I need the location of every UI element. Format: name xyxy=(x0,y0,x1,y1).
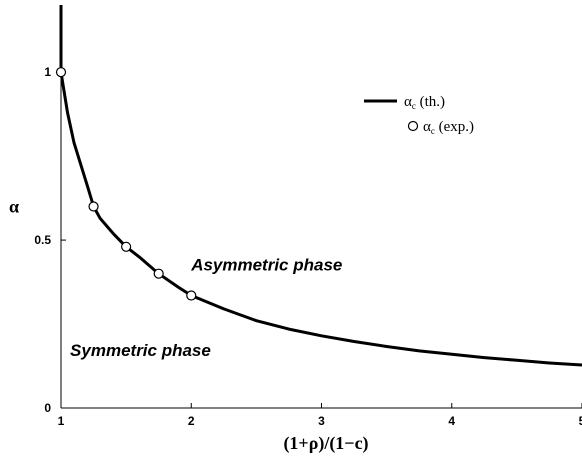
y-tick-label: 1 xyxy=(44,65,51,79)
experiment-point xyxy=(88,201,99,212)
legend-theory-subscript: c xyxy=(412,101,416,111)
experiment-point xyxy=(121,241,132,252)
legend-exp-suffix: (exp.) xyxy=(435,119,474,135)
legend-theory-symbol: α xyxy=(404,94,412,110)
legend-entry-experiment: αc (exp.) xyxy=(423,119,474,136)
x-axis-title: (1+ρ)/(1−c) xyxy=(283,433,368,454)
x-tick-label: 2 xyxy=(188,414,195,428)
legend-exp-subscript: c xyxy=(431,126,435,136)
y-axis-title: α xyxy=(9,197,19,217)
x-tick-label: 1 xyxy=(58,414,65,428)
experiment-point xyxy=(153,268,164,279)
asymmetric-phase-label: Asymmetric phase xyxy=(190,255,342,274)
annotation-layer: Asymmetric phase Symmetric phase xyxy=(70,255,342,360)
experiment-point xyxy=(55,67,67,78)
series-layer xyxy=(55,5,582,367)
legend-exp-symbol: α xyxy=(423,119,431,135)
experiment-point xyxy=(186,290,197,301)
x-tick-label: 3 xyxy=(318,414,325,428)
x-tick-label: 4 xyxy=(448,414,455,428)
legend-entry-theory: αc (th.) xyxy=(404,94,445,111)
y-tick-label: 0.5 xyxy=(34,233,51,247)
symmetric-phase-label: Symmetric phase xyxy=(70,341,211,360)
critical-line-theory xyxy=(59,71,582,367)
y-tick-label: 0 xyxy=(44,401,51,415)
x-tick-label: 5 xyxy=(579,414,582,428)
x-ticks: 1 2 3 4 5 xyxy=(58,403,582,428)
legend: αc (th.) αc (exp.) xyxy=(364,94,474,136)
legend-theory-suffix: (th.) xyxy=(416,94,445,110)
legend-circle-swatch xyxy=(407,120,419,132)
